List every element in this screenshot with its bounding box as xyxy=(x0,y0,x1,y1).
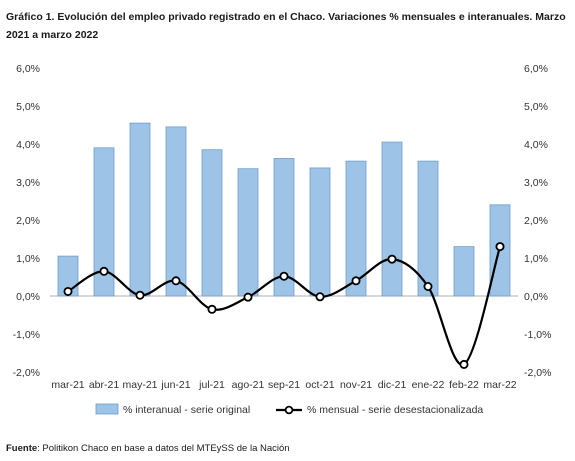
y-tick-label-right: 6,0% xyxy=(524,63,548,75)
y-tick-label-left: 5,0% xyxy=(16,101,40,113)
line-point xyxy=(171,276,181,286)
bar xyxy=(237,168,259,297)
bar xyxy=(381,141,403,297)
y-tick-label-right: -2,0% xyxy=(524,367,551,379)
line-point xyxy=(315,292,325,302)
line-point xyxy=(387,254,397,264)
bar xyxy=(201,149,223,297)
chart-title: Gráfico 1. Evolución del empleo privado … xyxy=(6,11,566,41)
line-series xyxy=(63,242,505,369)
y-tick-label-left: -1,0% xyxy=(13,329,40,341)
x-tick-label: jun-21 xyxy=(160,379,190,391)
legend: % interanual - serie original % mensual -… xyxy=(95,403,483,416)
x-tick-label: dic-21 xyxy=(378,379,407,391)
y-tick-label-left: 4,0% xyxy=(16,139,40,151)
x-tick-label: oct-21 xyxy=(305,379,334,391)
chart-axes: 6,0% 6,0% 5,0% 5,0% 4,0% 4,0% 3,0% 3,0% 2,0% 2,0%… xyxy=(13,63,552,391)
y-tick-label-left: 1,0% xyxy=(16,253,40,265)
line-point xyxy=(279,271,289,281)
bar xyxy=(345,160,367,297)
line-point xyxy=(423,281,433,291)
legend-line-label: % mensual - serie desestacionalizada xyxy=(307,404,483,416)
line-point xyxy=(243,292,253,302)
line-point xyxy=(99,266,109,276)
bar xyxy=(309,167,331,297)
y-tick-label-right: 2,0% xyxy=(524,215,548,227)
line-point xyxy=(207,304,217,314)
y-tick-label-right: 3,0% xyxy=(524,177,548,189)
bar xyxy=(93,147,115,297)
line-point xyxy=(135,290,145,300)
line-point xyxy=(459,359,469,369)
bar xyxy=(165,126,187,297)
y-tick-label-left: 0,0% xyxy=(16,291,40,303)
x-tick-label: abr-21 xyxy=(89,379,120,391)
bar-series xyxy=(57,122,511,297)
legend-line-marker xyxy=(284,405,294,415)
line-point xyxy=(63,286,73,296)
x-tick-label: feb-22 xyxy=(449,379,479,391)
line-point xyxy=(495,242,505,252)
source-text: : Politikon Chaco en base a datos del MT… xyxy=(37,443,290,454)
y-tick-label-left: 3,0% xyxy=(16,177,40,189)
y-tick-label-right: 0,0% xyxy=(524,291,548,303)
legend-bar-label: % interanual - serie original xyxy=(123,404,250,416)
source-note: Fuente: Politikon Chaco en base a datos … xyxy=(6,443,290,454)
y-tick-label-right: 4,0% xyxy=(524,139,548,151)
bar xyxy=(417,160,439,297)
x-tick-label: sep-21 xyxy=(268,379,300,391)
y-tick-label-left: -2,0% xyxy=(13,367,40,379)
line-point xyxy=(351,276,361,286)
y-tick-label-left: 2,0% xyxy=(16,215,40,227)
y-tick-label-right: 1,0% xyxy=(524,253,548,265)
y-tick-label-left: 6,0% xyxy=(16,63,40,75)
bar xyxy=(57,255,79,297)
y-tick-label-right: 5,0% xyxy=(524,101,548,113)
x-tick-label: mar-22 xyxy=(483,379,516,391)
legend-bar-swatch xyxy=(95,403,119,415)
x-tick-label: ene-22 xyxy=(412,379,445,391)
bar xyxy=(129,122,151,297)
x-tick-label: nov-21 xyxy=(340,379,372,391)
x-tick-label: ago-21 xyxy=(232,379,265,391)
x-tick-label: mar-21 xyxy=(51,379,84,391)
bar xyxy=(453,246,475,297)
x-tick-label: may-21 xyxy=(122,379,157,391)
source-label: Fuente xyxy=(6,443,38,454)
bar xyxy=(273,158,295,297)
x-tick-label: jul-21 xyxy=(198,379,225,391)
y-tick-label-right: -1,0% xyxy=(524,329,551,341)
